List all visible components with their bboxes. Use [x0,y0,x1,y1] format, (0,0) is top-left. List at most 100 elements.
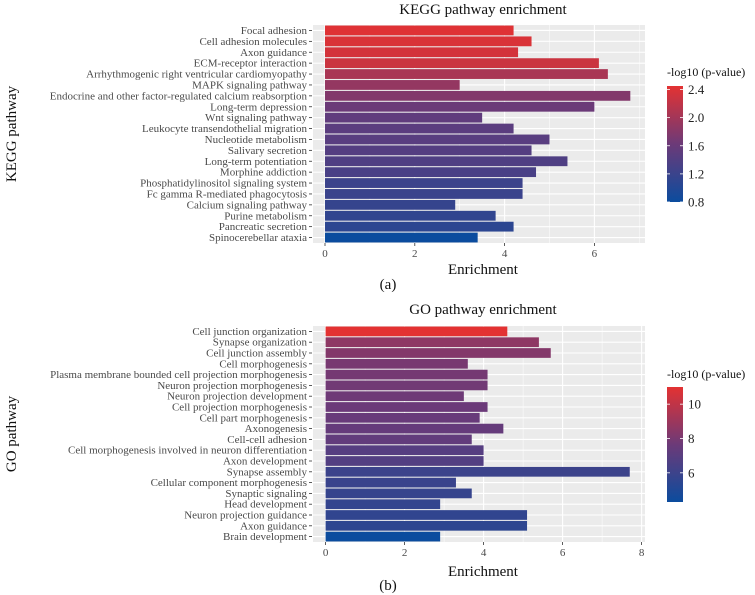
colorbar-label: 0.8 [688,195,704,210]
bar [325,90,631,101]
bar [325,36,532,47]
y-tick-label: Morphine addiction [220,167,308,179]
y-tick-label: Cell junction organization [192,326,307,338]
plot-panel [313,25,645,243]
y-tick-label: Long-term potentiation [205,156,308,168]
bar [325,423,504,434]
y-tick-label: Cell morphogenesis involved in neuron di… [68,445,307,457]
colorbar-label: 2.4 [688,82,705,97]
y-axis-title: GO pathway [4,395,20,472]
bar [325,210,496,221]
bar [325,488,472,499]
x-tick-label: 8 [639,547,645,559]
bar [325,232,478,243]
colorbar [667,86,683,202]
y-tick-label: MAPK signaling pathway [192,79,307,91]
bar [325,189,523,199]
y-tick-label: Cell adhesion molecules [199,36,307,48]
bar [325,167,537,178]
bar [325,434,472,445]
bar [325,134,550,145]
x-tick-label: 2 [402,547,408,559]
bar [325,199,456,210]
y-tick-label: Brain development [223,531,307,543]
bar [325,178,523,188]
chart-title: KEGG pathway enrichment [399,2,567,18]
y-tick-label: Cell morphogenesis [219,358,307,370]
bar [325,69,608,79]
x-tick-label: 6 [560,547,566,559]
bar [325,145,532,156]
y-tick-label: Cell projection morphogenesis [172,402,307,414]
y-tick-label: Nucleotide metabolism [205,134,308,146]
y-tick-label: Endocrine and other factor-regulated cal… [50,90,308,102]
legend-title: -log10 (p-value) [667,65,745,79]
bar [325,456,484,466]
bar [325,337,539,348]
y-tick-label: Spinocerebellar ataxia [209,232,307,244]
y-tick-label: Neuron projection morphogenesis [157,380,307,392]
bar [325,80,460,90]
bar [325,156,568,167]
y-tick-label: Fc gamma R-mediated phagocytosis [147,188,307,200]
bar [325,499,441,510]
bar [325,25,514,36]
y-tick-label: Synapse assembly [227,466,308,478]
panel-label: (b) [379,578,397,594]
bar [325,369,488,380]
bar [325,47,519,58]
y-tick-label: Long-term depression [210,101,307,113]
bar [325,477,456,488]
y-tick-label: Synapse organization [213,337,308,349]
bar [325,123,514,134]
bar [325,531,441,542]
colorbar-label: 8 [688,431,695,446]
bar [325,445,484,456]
y-tick-label: Cellular component morphogenesis [151,477,307,489]
bar [325,412,480,423]
bar [325,112,483,123]
panel-label: (a) [380,277,397,293]
y-tick-label: Cell-cell adhesion [227,434,307,446]
y-tick-label: Salivary secretion [228,145,308,157]
y-tick-label: Plasma membrane bounded cell projection … [50,369,307,381]
bar [325,326,508,337]
plot-panel [313,326,645,542]
legend-title: -log10 (p-value) [667,367,745,381]
y-tick-label: Purine metabolism [224,210,307,222]
colorbar-label: 1.6 [688,138,705,153]
bar [325,58,599,69]
x-axis-title: Enrichment [448,564,519,580]
chart-title: GO pathway enrichment [409,302,557,318]
y-tick-label: Focal adhesion [241,25,308,37]
bar [325,101,595,112]
bar [325,520,528,531]
y-tick-label: Calcium signaling pathway [187,199,308,211]
bar [325,510,528,520]
bar [325,221,514,232]
colorbar-label: 6 [688,465,695,480]
x-tick-label: 2 [412,248,418,260]
x-tick-label: 0 [323,547,329,559]
y-tick-label: ECM-receptor interaction [194,58,308,70]
bar [325,466,630,477]
y-tick-label: Synaptic signaling [225,488,307,500]
x-tick-label: 4 [502,248,508,260]
y-tick-label: Neuron projection guidance [184,510,307,522]
y-tick-label: Arrhythmogenic right ventricular cardiom… [86,69,307,81]
y-tick-label: Axon guidance [240,520,307,532]
bar [325,391,464,402]
bar [325,380,488,391]
x-tick-label: 4 [481,547,487,559]
x-tick-label: 6 [592,248,598,260]
y-tick-label: Axon development [223,456,307,468]
y-tick-label: Axonogenesis [245,423,307,435]
colorbar-label: 10 [688,397,701,412]
y-tick-label: Neuron projection development [167,391,307,403]
y-tick-label: Wnt signaling pathway [205,112,308,124]
bar [325,402,488,412]
y-tick-label: Axon guidance [240,47,307,59]
